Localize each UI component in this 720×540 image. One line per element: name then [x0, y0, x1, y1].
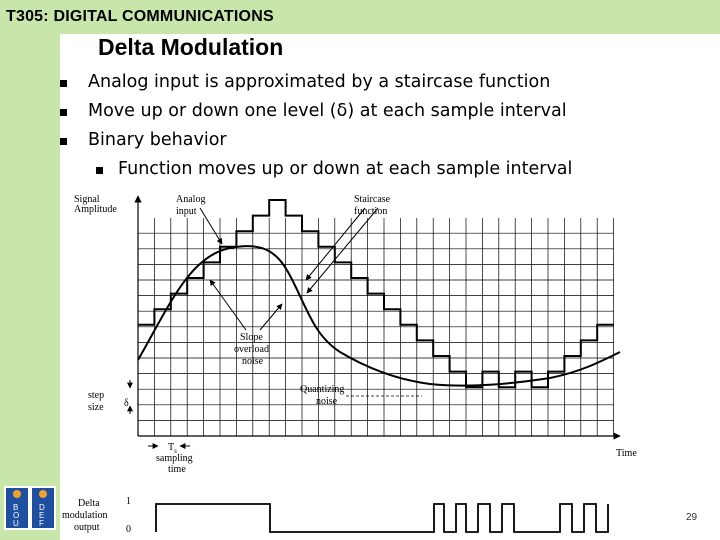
logo-graphic: B O U D E F	[4, 486, 56, 530]
sampling-time-label: time	[168, 464, 186, 475]
staircase-function	[138, 199, 614, 389]
staircase-pointer-right	[306, 207, 379, 294]
output-level-one: 1	[126, 496, 131, 507]
delta-modulation-output-waveform	[155, 503, 609, 533]
ts-label: Ts	[168, 442, 177, 455]
output-level-zero: 0	[126, 524, 131, 535]
analog-input-pointer	[199, 207, 223, 245]
quantizing-noise-label: noise	[316, 396, 338, 407]
staircase-label: Staircase	[354, 194, 391, 205]
output-label: Delta	[78, 498, 100, 509]
page-number: 29	[686, 512, 698, 523]
sub-bullet-item: Function moves up or down at each sample…	[60, 155, 572, 184]
time-axis-label: Time	[616, 448, 637, 459]
slope-overload-label: Slope	[240, 332, 263, 343]
slope-overload-label: noise	[242, 356, 264, 367]
analog-input-label: Analog	[176, 194, 205, 205]
square-bullet-icon	[96, 167, 103, 174]
logo-letter: D	[39, 503, 45, 512]
slope-overload-pointer-left	[209, 279, 247, 331]
analog-input-label: input	[176, 206, 197, 217]
y-axis-label: Signal	[74, 194, 100, 205]
course-title: T305: DIGITAL COMMUNICATIONS	[6, 8, 274, 25]
square-bullet-icon	[60, 109, 67, 116]
slope-overload-pointer-right	[259, 303, 283, 331]
slide-title: Delta Modulation	[98, 34, 284, 60]
square-bullet-icon	[60, 138, 67, 145]
logo-letter: F	[39, 519, 44, 528]
sub-bullet-text: Function moves up or down at each sample…	[118, 159, 573, 179]
delta-modulation-diagram: Signal Amplitude Analog input Staircase …	[62, 194, 637, 535]
step-size-label: step	[88, 390, 104, 401]
bullet-item: Analog input is approximated by a stairc…	[60, 68, 572, 97]
analog-input-curve	[137, 245, 621, 387]
bullet-text: Move up or down one level (δ) at each sa…	[88, 101, 567, 121]
bullet-text: Binary behavior	[88, 130, 227, 150]
y-axis-label: Amplitude	[74, 204, 117, 215]
sampling-time-label: sampling	[156, 453, 193, 464]
logo-letter: B	[13, 503, 18, 512]
quantizing-noise-label: Quantizing	[300, 384, 344, 395]
sample-grid	[137, 218, 614, 437]
staircase-label: function	[354, 206, 387, 217]
output-label: output	[74, 522, 100, 533]
bullet-list: Analog input is approximated by a stairc…	[60, 68, 572, 184]
output-label: modulation	[62, 510, 108, 521]
bullet-item: Move up or down one level (δ) at each sa…	[60, 97, 572, 126]
logo-letter: E	[39, 511, 44, 520]
staircase-pointer-left	[305, 207, 366, 281]
header-bar: T305: DIGITAL COMMUNICATIONS	[0, 0, 720, 34]
delta-symbol: δ	[124, 398, 129, 409]
left-decorative-band	[0, 34, 60, 540]
square-bullet-icon	[60, 80, 67, 87]
logo-letter: O	[13, 511, 19, 520]
bullet-text: Analog input is approximated by a stairc…	[88, 72, 551, 92]
boudef-logo: B O U D E F	[4, 486, 56, 530]
logo-letter: U	[13, 519, 19, 528]
delta-modulation-figure: Signal Amplitude Analog input Staircase …	[60, 184, 654, 540]
bullet-item: Binary behavior	[60, 126, 572, 155]
slope-overload-label: overload	[234, 344, 269, 355]
step-size-label: size	[88, 402, 104, 413]
